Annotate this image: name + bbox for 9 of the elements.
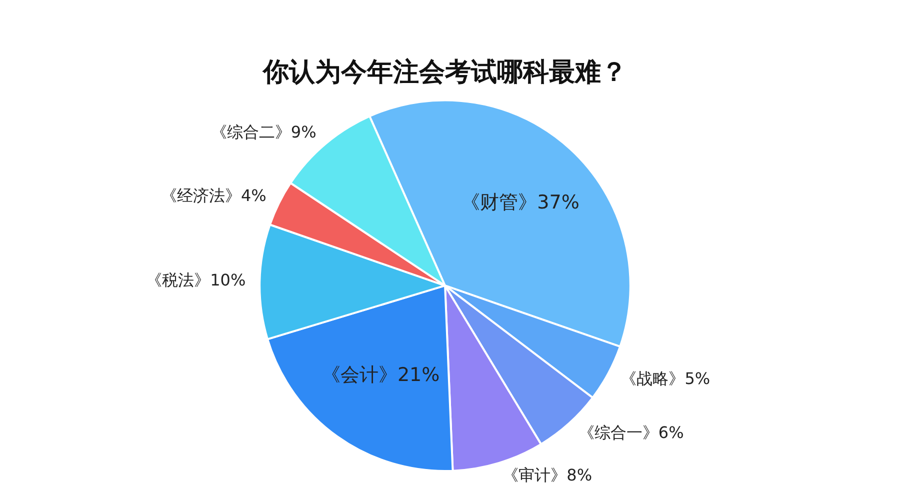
- slice-label: 《财管》37%: [461, 192, 580, 214]
- slice-label: 《综合二》9%: [210, 122, 316, 142]
- slice-label: 《战略》5%: [620, 368, 710, 388]
- slice-label: 《审计》8%: [502, 466, 592, 485]
- slice-label: 《经济法》4%: [161, 186, 266, 206]
- slice-label: 《综合一》6%: [578, 422, 684, 442]
- chart-title: 你认为今年注会考试哪科最难？: [262, 57, 627, 88]
- slice-label: 《会计》21%: [321, 364, 440, 386]
- slice-label: 《税法》10%: [146, 270, 246, 290]
